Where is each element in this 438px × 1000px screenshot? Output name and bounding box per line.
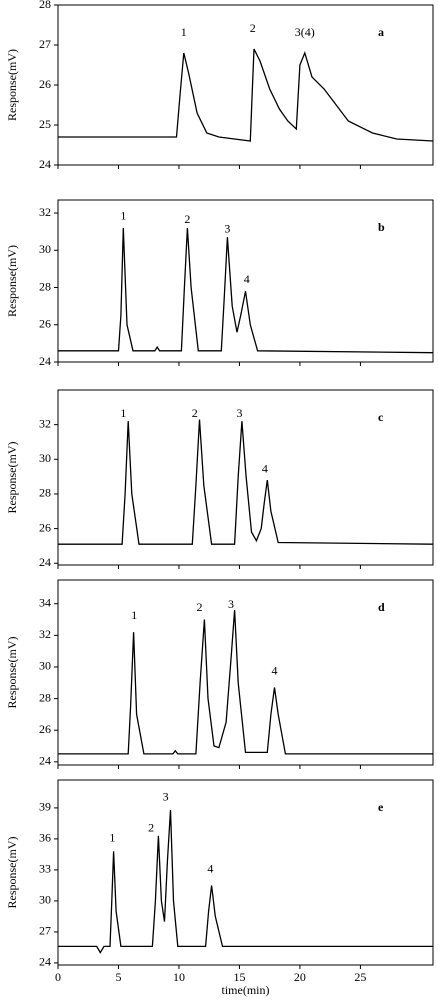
y-tick-label: 27 — [39, 37, 51, 51]
peak-label: 2 — [197, 600, 203, 614]
y-tick-label: 24 — [39, 157, 51, 171]
panel-label: b — [378, 220, 385, 234]
chromatogram-line — [58, 48, 434, 142]
x-tick-label: 5 — [115, 970, 121, 984]
panel-label: d — [378, 600, 385, 614]
chromatogram-line — [58, 809, 433, 954]
peak-label: 1 — [131, 608, 137, 622]
y-tick-label: 28 — [39, 486, 51, 500]
panel-label: a — [378, 25, 384, 39]
peak-label: 4 — [244, 272, 250, 286]
plot-frame — [57, 199, 434, 363]
y-tick-label: 26 — [39, 520, 51, 534]
peak-label: 3 — [224, 222, 230, 236]
y-tick-label: 25 — [39, 117, 51, 131]
y-tick-label: 33 — [39, 862, 51, 876]
panel-label: c — [378, 410, 384, 424]
plot-frame — [57, 389, 434, 566]
y-tick-label: 32 — [39, 416, 51, 430]
y-tick-label: 34 — [39, 595, 51, 609]
y-tick-label: 30 — [39, 659, 51, 673]
y-tick-label: 24 — [39, 754, 51, 768]
x-tick-label: 15 — [233, 970, 245, 984]
peak-label: 3 — [228, 597, 234, 611]
y-tick-label: 39 — [39, 800, 51, 814]
y-tick-label: 30 — [39, 451, 51, 465]
y-tick-label: 24 — [39, 354, 51, 368]
x-tick-label: 0 — [55, 970, 61, 984]
y-tick-label: 32 — [39, 627, 51, 641]
plot-frame — [57, 579, 434, 766]
y-axis-label: Response(mV) — [5, 245, 19, 317]
peak-label: 4 — [262, 461, 268, 475]
peak-label: 2 — [192, 406, 198, 420]
chromatogram-line — [58, 227, 434, 354]
y-axis-label: Response(mV) — [5, 442, 19, 514]
panel-label: e — [378, 800, 384, 814]
peak-label: 3(4) — [295, 25, 315, 39]
x-tick-label: 25 — [354, 970, 366, 984]
y-tick-label: 30 — [39, 242, 51, 256]
y-tick-label: 27 — [39, 924, 51, 938]
plot-frame — [57, 779, 434, 966]
peak-label: 2 — [250, 21, 256, 35]
x-tick-label: 20 — [294, 970, 306, 984]
peak-label: 1 — [120, 209, 126, 223]
y-axis-label: Response(mV) — [5, 837, 19, 909]
y-tick-label: 26 — [39, 317, 51, 331]
y-tick-label: 30 — [39, 893, 51, 907]
peak-label: 1 — [109, 831, 115, 845]
peak-label: 1 — [120, 406, 126, 420]
peak-label: 4 — [272, 663, 278, 677]
peak-label: 2 — [184, 212, 190, 226]
y-tick-label: 36 — [39, 831, 51, 845]
x-axis-label: time(min) — [222, 983, 270, 997]
y-axis-label: Response(mV) — [5, 637, 19, 709]
y-tick-label: 26 — [39, 77, 51, 91]
y-tick-label: 24 — [39, 955, 51, 969]
y-tick-label: 32 — [39, 205, 51, 219]
peak-label: 4 — [207, 862, 213, 876]
y-tick-label: 24 — [39, 555, 51, 569]
peak-label: 3 — [236, 406, 242, 420]
peak-label: 3 — [163, 789, 169, 803]
chromatogram-line — [58, 609, 433, 755]
peak-label: 2 — [148, 820, 154, 834]
y-tick-label: 28 — [39, 279, 51, 293]
x-tick-label: 10 — [173, 970, 185, 984]
y-tick-label: 28 — [39, 690, 51, 704]
y-tick-label: 28 — [39, 0, 51, 11]
chromatogram-line — [58, 419, 434, 545]
y-axis-label: Response(mV) — [5, 49, 19, 121]
peak-label: 1 — [181, 25, 187, 39]
y-tick-label: 26 — [39, 722, 51, 736]
